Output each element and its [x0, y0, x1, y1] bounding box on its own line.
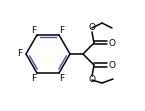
Text: O: O [108, 39, 116, 48]
Text: F: F [59, 74, 65, 83]
Text: O: O [88, 24, 96, 33]
Text: O: O [88, 75, 96, 84]
Text: O: O [108, 60, 116, 69]
Text: F: F [17, 50, 23, 58]
Text: F: F [59, 26, 65, 35]
Text: F: F [31, 26, 37, 35]
Text: F: F [31, 74, 37, 83]
